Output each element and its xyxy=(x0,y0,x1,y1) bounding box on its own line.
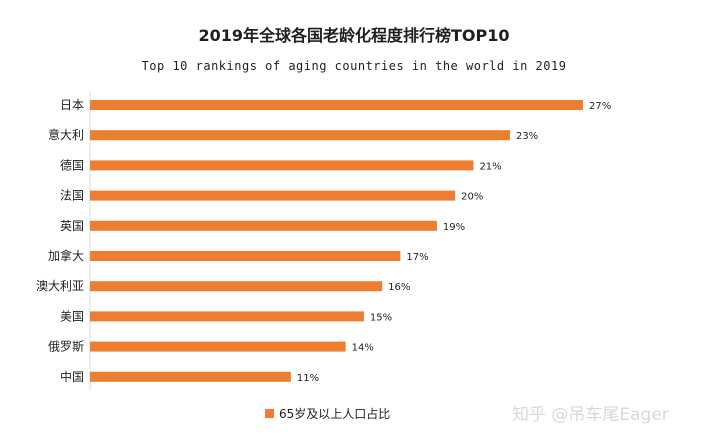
data-label: 14% xyxy=(352,343,374,354)
data-label: 27% xyxy=(589,101,611,112)
data-label: 20% xyxy=(461,192,483,203)
data-label: 21% xyxy=(479,161,501,172)
category-label: 日本 xyxy=(60,98,84,112)
data-label: 15% xyxy=(370,312,392,323)
data-label: 16% xyxy=(388,282,410,293)
bar xyxy=(90,130,510,141)
bar xyxy=(90,311,364,322)
chart-subtitle: Top 10 rankings of aging countries in th… xyxy=(141,59,567,73)
category-label: 俄罗斯 xyxy=(48,340,84,354)
category-label: 德国 xyxy=(60,157,84,172)
category-label: 法国 xyxy=(60,189,84,203)
category-label: 澳大利亚 xyxy=(36,279,84,293)
data-label: 17% xyxy=(406,252,428,263)
category-label: 美国 xyxy=(60,309,84,323)
data-label: 11% xyxy=(297,373,319,384)
bar xyxy=(90,341,346,352)
chart-title: 2019年全球各国老龄化程度排行榜TOP10 xyxy=(198,26,510,45)
data-label: 23% xyxy=(516,131,538,142)
legend-label: 65岁及以上人口占比 xyxy=(279,407,391,421)
bar xyxy=(90,251,401,261)
bar xyxy=(90,100,583,110)
bar xyxy=(90,160,474,171)
bar xyxy=(90,371,291,382)
bar xyxy=(90,190,456,201)
category-label: 中国 xyxy=(60,369,84,384)
category-label: 加拿大 xyxy=(48,248,84,263)
legend-swatch xyxy=(265,409,274,418)
watermark: 知乎 @吊车尾Eager xyxy=(512,405,669,425)
category-label: 意大利 xyxy=(48,127,84,142)
bar xyxy=(90,281,383,292)
category-label: 英国 xyxy=(60,219,84,233)
legend: 65岁及以上人口占比 xyxy=(265,405,390,422)
data-label: 19% xyxy=(443,222,465,233)
bar xyxy=(90,220,437,231)
